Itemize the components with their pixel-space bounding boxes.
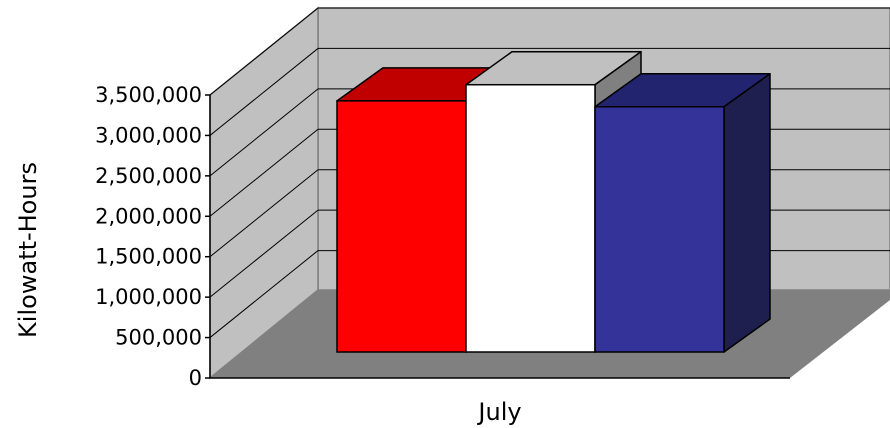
bar-front xyxy=(594,105,725,353)
y-tick-label: 1,000,000 xyxy=(95,285,202,309)
gridline-side xyxy=(209,169,319,258)
y-tick-label: 2,000,000 xyxy=(95,204,202,228)
gridline-side xyxy=(209,209,319,298)
y-tick-label: 0 xyxy=(189,366,202,390)
y-tick-label: 3,500,000 xyxy=(95,83,202,107)
y-tick-label: 500,000 xyxy=(115,326,202,350)
bar-3 xyxy=(594,72,771,353)
y-tick-labels: 0 500,000 1,000,000 1,500,000 2,000,000 2,500… xyxy=(95,83,210,390)
y-axis xyxy=(209,95,790,379)
gridline-side xyxy=(209,7,319,96)
bar-front xyxy=(336,100,467,353)
gridline-side xyxy=(209,250,319,338)
gridline-side xyxy=(209,48,319,136)
bar-front xyxy=(465,83,596,353)
bar-side xyxy=(723,72,771,353)
y-tick-label: 1,500,000 xyxy=(95,245,202,269)
gridline-side xyxy=(209,128,319,217)
y-tick-label: 3,000,000 xyxy=(95,123,202,147)
y-tick-label: 2,500,000 xyxy=(95,164,202,188)
gridline-side xyxy=(209,88,319,177)
x-category-label: July xyxy=(476,398,521,426)
y-axis-title: Kilowatt-Hours xyxy=(14,162,42,338)
bars xyxy=(336,50,771,353)
